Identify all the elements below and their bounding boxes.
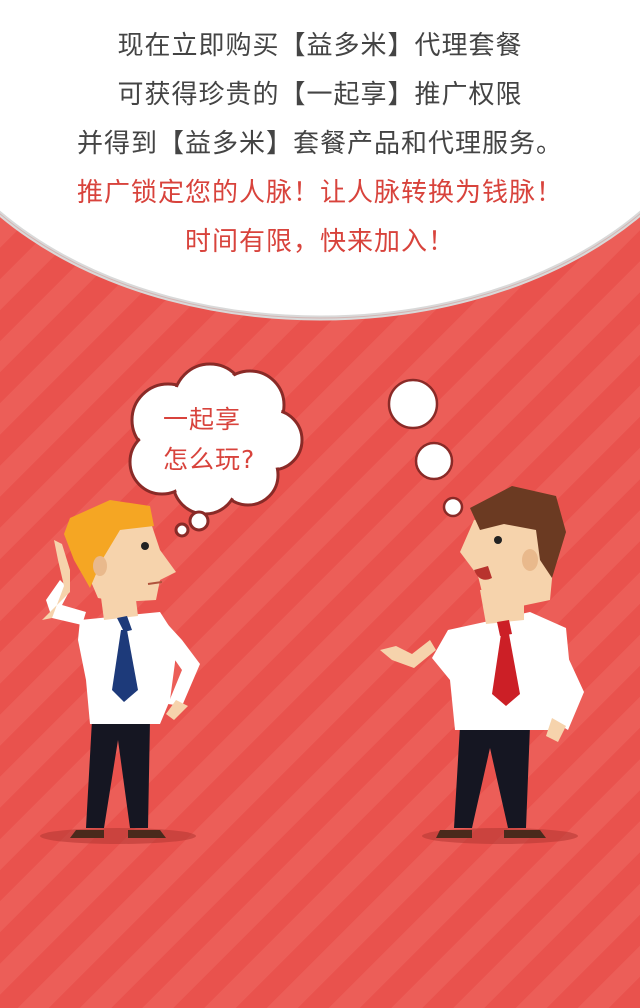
intro-text: 现在立即购买【益多米】代理套餐 可获得珍贵的【一起享】推广权限 并得到【益多米】… xyxy=(0,22,640,267)
man-thinking xyxy=(42,500,200,838)
intro-line-1: 现在立即购买【益多米】代理套餐 xyxy=(117,31,523,61)
intro-line-5: 时间有限，快来加入！ xyxy=(184,227,455,257)
thought-text-line-2: 怎么玩? xyxy=(163,445,256,474)
man-talking xyxy=(380,486,584,838)
intro-line-4: 推广锁定您的人脉！让人脉转换为钱脉！ xyxy=(76,178,563,208)
thought-text-line-1: 一起享 xyxy=(163,405,242,434)
intro-line-2: 可获得珍贵的【一起享】推广权限 xyxy=(117,80,523,110)
speech-bubble xyxy=(0,0,640,321)
intro-line-3: 并得到【益多米】套餐产品和代理服务。 xyxy=(76,129,563,159)
